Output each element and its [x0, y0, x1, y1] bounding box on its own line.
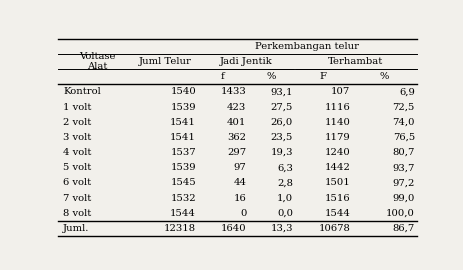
Text: Perkembangan telur: Perkembangan telur — [255, 42, 359, 51]
Text: 107: 107 — [331, 87, 350, 96]
Text: 16: 16 — [233, 194, 246, 203]
Text: 297: 297 — [227, 148, 246, 157]
Text: 362: 362 — [227, 133, 246, 142]
Text: 3 volt: 3 volt — [63, 133, 92, 142]
Text: 1,0: 1,0 — [277, 194, 293, 203]
Text: 6,9: 6,9 — [399, 87, 415, 96]
Text: 99,0: 99,0 — [393, 194, 415, 203]
Text: 26,0: 26,0 — [271, 118, 293, 127]
Text: 2 volt: 2 volt — [63, 118, 92, 127]
Text: 1640: 1640 — [221, 224, 246, 233]
Text: Juml.: Juml. — [63, 224, 90, 233]
Text: 72,5: 72,5 — [393, 103, 415, 112]
Text: 1179: 1179 — [325, 133, 350, 142]
Text: 80,7: 80,7 — [393, 148, 415, 157]
Text: 7 volt: 7 volt — [63, 194, 92, 203]
Text: 44: 44 — [233, 178, 246, 187]
Text: f: f — [221, 72, 225, 81]
Text: 100,0: 100,0 — [386, 209, 415, 218]
Text: 97: 97 — [233, 163, 246, 172]
Text: 0: 0 — [240, 209, 246, 218]
Text: 6 volt: 6 volt — [63, 178, 91, 187]
Text: F: F — [320, 72, 327, 81]
Text: 8 volt: 8 volt — [63, 209, 92, 218]
Text: 1541: 1541 — [170, 133, 196, 142]
Text: 5 volt: 5 volt — [63, 163, 92, 172]
Text: 93,7: 93,7 — [393, 163, 415, 172]
Text: 1 volt: 1 volt — [63, 103, 92, 112]
Text: 12318: 12318 — [164, 224, 196, 233]
Text: 1544: 1544 — [170, 209, 196, 218]
Text: 1539: 1539 — [170, 163, 196, 172]
Text: 1537: 1537 — [170, 148, 196, 157]
Text: 401: 401 — [227, 118, 246, 127]
Text: Jadi Jentik: Jadi Jentik — [220, 57, 273, 66]
Text: 93,1: 93,1 — [270, 87, 293, 96]
Text: 1442: 1442 — [325, 163, 350, 172]
Text: Juml Telur: Juml Telur — [139, 57, 192, 66]
Text: Voltase
Alat: Voltase Alat — [79, 52, 116, 71]
Text: 23,5: 23,5 — [270, 133, 293, 142]
Text: 1240: 1240 — [325, 148, 350, 157]
Text: 86,7: 86,7 — [393, 224, 415, 233]
Text: 19,3: 19,3 — [270, 148, 293, 157]
Text: 74,0: 74,0 — [393, 118, 415, 127]
Text: 423: 423 — [227, 103, 246, 112]
Text: Terhambat: Terhambat — [328, 57, 383, 66]
Text: 1433: 1433 — [220, 87, 246, 96]
Text: 1516: 1516 — [325, 194, 350, 203]
Text: 1539: 1539 — [170, 103, 196, 112]
Text: %: % — [267, 72, 276, 81]
Text: 1540: 1540 — [170, 87, 196, 96]
Text: 0,0: 0,0 — [277, 209, 293, 218]
Text: 1532: 1532 — [170, 194, 196, 203]
Text: 10678: 10678 — [319, 224, 350, 233]
Text: 1501: 1501 — [325, 178, 350, 187]
Text: Kontrol: Kontrol — [63, 87, 101, 96]
Text: 2,8: 2,8 — [277, 178, 293, 187]
Text: 76,5: 76,5 — [393, 133, 415, 142]
Text: %: % — [380, 72, 389, 81]
Text: 13,3: 13,3 — [270, 224, 293, 233]
Text: 4 volt: 4 volt — [63, 148, 92, 157]
Text: 1116: 1116 — [325, 103, 350, 112]
Text: 97,2: 97,2 — [393, 178, 415, 187]
Text: 27,5: 27,5 — [270, 103, 293, 112]
Text: 1545: 1545 — [170, 178, 196, 187]
Text: 1541: 1541 — [170, 118, 196, 127]
Text: 1544: 1544 — [325, 209, 350, 218]
Text: 1140: 1140 — [325, 118, 350, 127]
Text: 6,3: 6,3 — [277, 163, 293, 172]
